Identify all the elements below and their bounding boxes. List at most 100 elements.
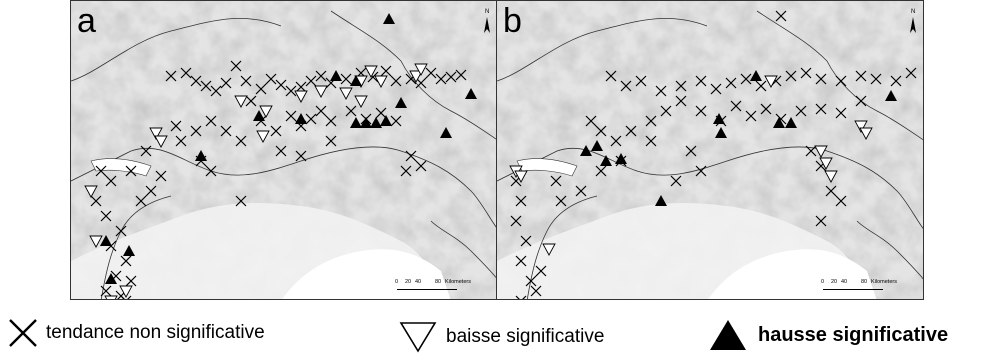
- marker-layer: [509, 10, 917, 299]
- increase-marker: [100, 235, 112, 246]
- decrease-marker: [294, 90, 308, 103]
- nonsignificant-marker: [815, 73, 827, 85]
- triangle-up-icon: [710, 320, 746, 350]
- decrease-marker: [814, 145, 828, 158]
- decrease-marker: [256, 130, 270, 143]
- decrease-marker: [824, 170, 838, 183]
- increase-marker: [350, 75, 362, 86]
- scale-unit: Kilometers: [445, 279, 471, 285]
- nonsignificant-marker: [695, 105, 707, 117]
- nonsignificant-marker: [255, 83, 267, 95]
- terrain-map: [71, 1, 497, 299]
- map-panel-a: a N 0 20 40 80 Kilometers: [70, 0, 498, 300]
- nonsignificant-marker: [95, 165, 107, 177]
- nonsignificant-marker: [285, 85, 297, 97]
- panel-letter: a: [77, 2, 96, 40]
- terrain-map: [497, 1, 923, 299]
- nonsignificant-marker: [905, 67, 917, 79]
- nonsignificant-marker: [135, 195, 147, 207]
- nonsignificant-marker: [240, 75, 252, 87]
- scale-tick: 20: [405, 279, 412, 285]
- nonsignificant-marker: [235, 135, 247, 147]
- increase-marker: [383, 13, 395, 24]
- increase-marker: [655, 195, 667, 206]
- nonsignificant-marker: [275, 79, 287, 91]
- decrease-marker: [84, 185, 98, 198]
- decrease-marker: [314, 85, 328, 98]
- nonsignificant-marker: [345, 105, 357, 117]
- nonsignificant-marker: [205, 165, 217, 177]
- nonsignificant-marker: [660, 105, 672, 117]
- decrease-marker: [409, 70, 423, 83]
- nonsignificant-marker: [455, 69, 467, 81]
- decrease-marker: [374, 75, 388, 88]
- increase-marker: [600, 155, 612, 166]
- nonsignificant-marker: [675, 80, 687, 92]
- nonsignificant-marker: [535, 265, 547, 277]
- nonsignificant-marker: [390, 115, 402, 127]
- north-label: N: [485, 9, 490, 15]
- increase-marker: [715, 127, 727, 138]
- nonsignificant-marker: [575, 185, 587, 197]
- decrease-marker: [859, 127, 873, 140]
- nonsignificant-marker: [620, 80, 632, 92]
- nonsignificant-marker: [585, 115, 597, 127]
- nonsignificant-marker: [210, 85, 222, 97]
- increase-marker: [360, 117, 372, 128]
- legend-label: hausse significative: [758, 323, 949, 346]
- nonsignificant-marker: [170, 120, 182, 132]
- nonsignificant-marker: [625, 125, 637, 137]
- nonsignificant-marker: [140, 145, 152, 157]
- nonsignificant-marker: [595, 125, 607, 137]
- triangle-down-icon: [399, 322, 437, 353]
- scale-bar: 0 20 40 80 Kilometers: [395, 279, 485, 293]
- increase-marker: [195, 150, 207, 161]
- decrease-marker: [354, 95, 368, 108]
- scale-unit: Kilometers: [871, 279, 897, 285]
- decrease-marker: [414, 63, 428, 76]
- scale-bar: 0 20 40 80 Kilometers: [821, 279, 911, 293]
- nonsignificant-marker: [125, 165, 137, 177]
- nonsignificant-marker: [175, 135, 187, 147]
- scale-tick: 80: [435, 279, 442, 285]
- nonsignificant-marker: [295, 81, 307, 93]
- nonsignificant-marker: [400, 165, 412, 177]
- nonsignificant-marker: [120, 295, 132, 299]
- north-arrow-icon: N: [481, 9, 493, 37]
- nonsignificant-marker: [90, 195, 102, 207]
- marker-layer: [84, 13, 477, 299]
- nonsignificant-marker: [390, 75, 402, 87]
- decrease-marker: [514, 170, 528, 183]
- decrease-marker: [819, 157, 833, 170]
- increase-marker: [330, 70, 342, 81]
- decrease-marker: [764, 75, 778, 88]
- nonsignificant-marker: [805, 145, 817, 157]
- decrease-marker: [854, 120, 868, 133]
- decrease-marker: [104, 295, 118, 299]
- nonsignificant-marker: [305, 113, 317, 125]
- decrease-marker: [89, 235, 103, 248]
- nonsignificant-marker: [525, 275, 537, 287]
- increase-marker: [750, 70, 762, 81]
- nonsignificant-marker: [835, 107, 847, 119]
- nonsignificant-marker: [190, 75, 202, 87]
- nonsignificant-marker: [425, 67, 437, 79]
- decrease-marker: [542, 243, 556, 256]
- nonsignificant-marker: [645, 115, 657, 127]
- increase-marker: [295, 113, 307, 124]
- nonsignificant-marker: [435, 73, 447, 85]
- decrease-marker: [149, 127, 163, 140]
- nonsignificant-marker: [325, 115, 337, 127]
- legend-item-increase: hausse significative: [708, 318, 948, 352]
- nonsignificant-marker: [555, 195, 567, 207]
- nonsignificant-marker: [800, 67, 812, 79]
- nonsignificant-marker: [730, 100, 742, 112]
- nonsignificant-marker: [835, 195, 847, 207]
- nonsignificant-marker: [685, 145, 697, 157]
- nonsignificant-marker: [890, 75, 902, 87]
- decrease-marker: [339, 87, 353, 100]
- increase-marker: [465, 88, 477, 99]
- nonsignificant-marker: [415, 160, 427, 172]
- nonsignificant-marker: [120, 255, 132, 267]
- nonsignificant-marker: [220, 125, 232, 137]
